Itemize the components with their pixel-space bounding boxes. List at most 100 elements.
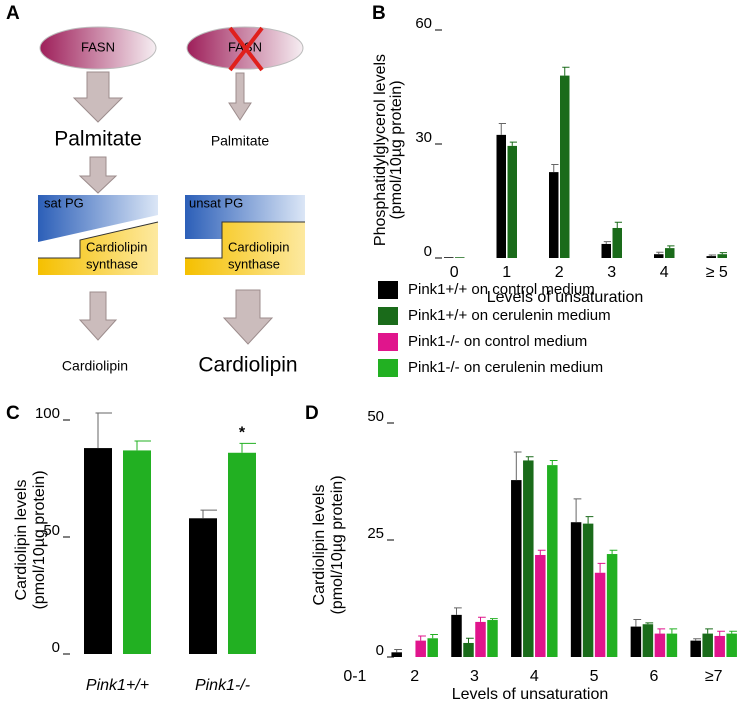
x-tick-label: 0-1 xyxy=(343,668,366,685)
bar xyxy=(601,243,611,258)
error-bar xyxy=(454,607,462,615)
x-tick-label: 0 xyxy=(450,264,459,281)
bar xyxy=(666,633,678,657)
error-bar xyxy=(657,628,666,634)
y-tick-label: 0 xyxy=(52,639,60,656)
bar xyxy=(84,448,112,654)
bar xyxy=(690,640,701,657)
product-label: Palmitate xyxy=(211,133,270,149)
y-tick-label: 60 xyxy=(415,15,432,32)
bar xyxy=(594,572,606,657)
x-tick-label: 2 xyxy=(410,668,419,685)
y-tick-label: 100 xyxy=(35,405,60,422)
arrow xyxy=(228,72,252,121)
bar xyxy=(606,554,618,657)
bar xyxy=(665,248,675,258)
bar xyxy=(582,523,594,657)
x-tick-label: Pink1-/- xyxy=(195,677,250,694)
y-tick-label: 30 xyxy=(415,129,432,146)
y-axis-label: Phosphatidylglycerol levels xyxy=(372,54,389,246)
error-bar xyxy=(537,549,546,555)
result-label: Cardiolipin xyxy=(198,354,297,377)
synthase-edge xyxy=(38,221,159,259)
error-bar xyxy=(729,630,737,634)
x-tick-label: ≥ 5 xyxy=(706,264,728,281)
enzyme-label: FASN xyxy=(81,39,115,54)
synthase-label: synthase xyxy=(86,256,138,271)
x-tick-label: 5 xyxy=(590,668,599,685)
synthase-box xyxy=(38,222,158,275)
diagram: A FASN FASN Palmitate Palmitate sat PG C… xyxy=(6,3,305,377)
error-bar xyxy=(705,628,713,634)
error-bar xyxy=(134,440,151,451)
bar xyxy=(726,633,737,657)
bar xyxy=(570,522,582,657)
bar xyxy=(523,460,534,657)
error-bar xyxy=(633,619,642,627)
y-axis-label: (pmol/10µg protein) xyxy=(329,475,346,614)
arrow xyxy=(72,71,124,123)
x-tick-label: 3 xyxy=(607,264,616,281)
synthase-label: Cardiolipin xyxy=(86,239,147,254)
bar xyxy=(612,227,622,258)
error-bar xyxy=(418,635,426,641)
x-tick-label: 4 xyxy=(530,668,539,685)
annotation: * xyxy=(239,425,246,442)
bar xyxy=(455,257,465,258)
bar xyxy=(654,633,666,657)
bar xyxy=(549,172,559,258)
error-bar xyxy=(466,637,474,643)
error-bar xyxy=(562,66,570,76)
bar xyxy=(702,633,713,657)
legend-swatch xyxy=(378,333,398,351)
x-axis-label: Levels of unsaturation xyxy=(487,289,644,306)
panel-label: B xyxy=(372,3,386,24)
y-tick-label: 50 xyxy=(43,522,60,539)
error-bar xyxy=(609,549,618,555)
error-bar xyxy=(645,622,654,625)
bar xyxy=(706,256,716,258)
error-bar xyxy=(603,241,611,244)
y-tick-label: 0 xyxy=(424,243,432,260)
bar xyxy=(642,624,654,657)
error-bar xyxy=(693,638,701,641)
legend-label: Pink1+/+ on cerulenin medium xyxy=(408,307,611,324)
substrate-box xyxy=(38,195,158,242)
bar xyxy=(451,614,462,657)
synthase-edge xyxy=(185,221,305,259)
bar xyxy=(496,134,506,258)
error-bar xyxy=(430,634,438,639)
bar xyxy=(547,465,558,657)
legend-label: Pink1-/- on control medium xyxy=(408,333,587,350)
panel-label: C xyxy=(6,403,20,424)
error-bar xyxy=(551,164,559,173)
bar xyxy=(427,638,438,657)
y-tick-label: 25 xyxy=(367,525,384,542)
x-tick-label: Pink1+/+ xyxy=(86,677,149,694)
inhibition-cross xyxy=(228,26,264,72)
error-bar xyxy=(614,221,622,228)
bar xyxy=(535,554,546,657)
bar xyxy=(717,254,727,258)
bar xyxy=(189,518,217,654)
panel-label: D xyxy=(305,403,319,424)
error-bar xyxy=(573,498,582,523)
x-tick-label: ≥7 xyxy=(705,668,723,685)
error-bar xyxy=(394,649,402,653)
bar xyxy=(444,257,454,258)
enzyme-ellipse xyxy=(39,26,157,70)
bar xyxy=(714,635,725,657)
x-tick-label: 2 xyxy=(555,264,564,281)
x-tick-label: 4 xyxy=(660,264,669,281)
synthase-label: synthase xyxy=(228,256,280,271)
error-bar xyxy=(525,456,534,461)
error-bar xyxy=(498,122,506,135)
bar xyxy=(391,652,402,657)
error-bar xyxy=(585,516,594,524)
y-axis-label: (pmol/10µg protein) xyxy=(388,80,405,219)
result-label: Cardiolipin xyxy=(62,358,128,374)
x-tick-label: 1 xyxy=(502,264,511,281)
bar xyxy=(415,640,426,657)
error-bar xyxy=(509,141,517,146)
legend-label: Pink1-/- on cerulenin medium xyxy=(408,359,603,376)
